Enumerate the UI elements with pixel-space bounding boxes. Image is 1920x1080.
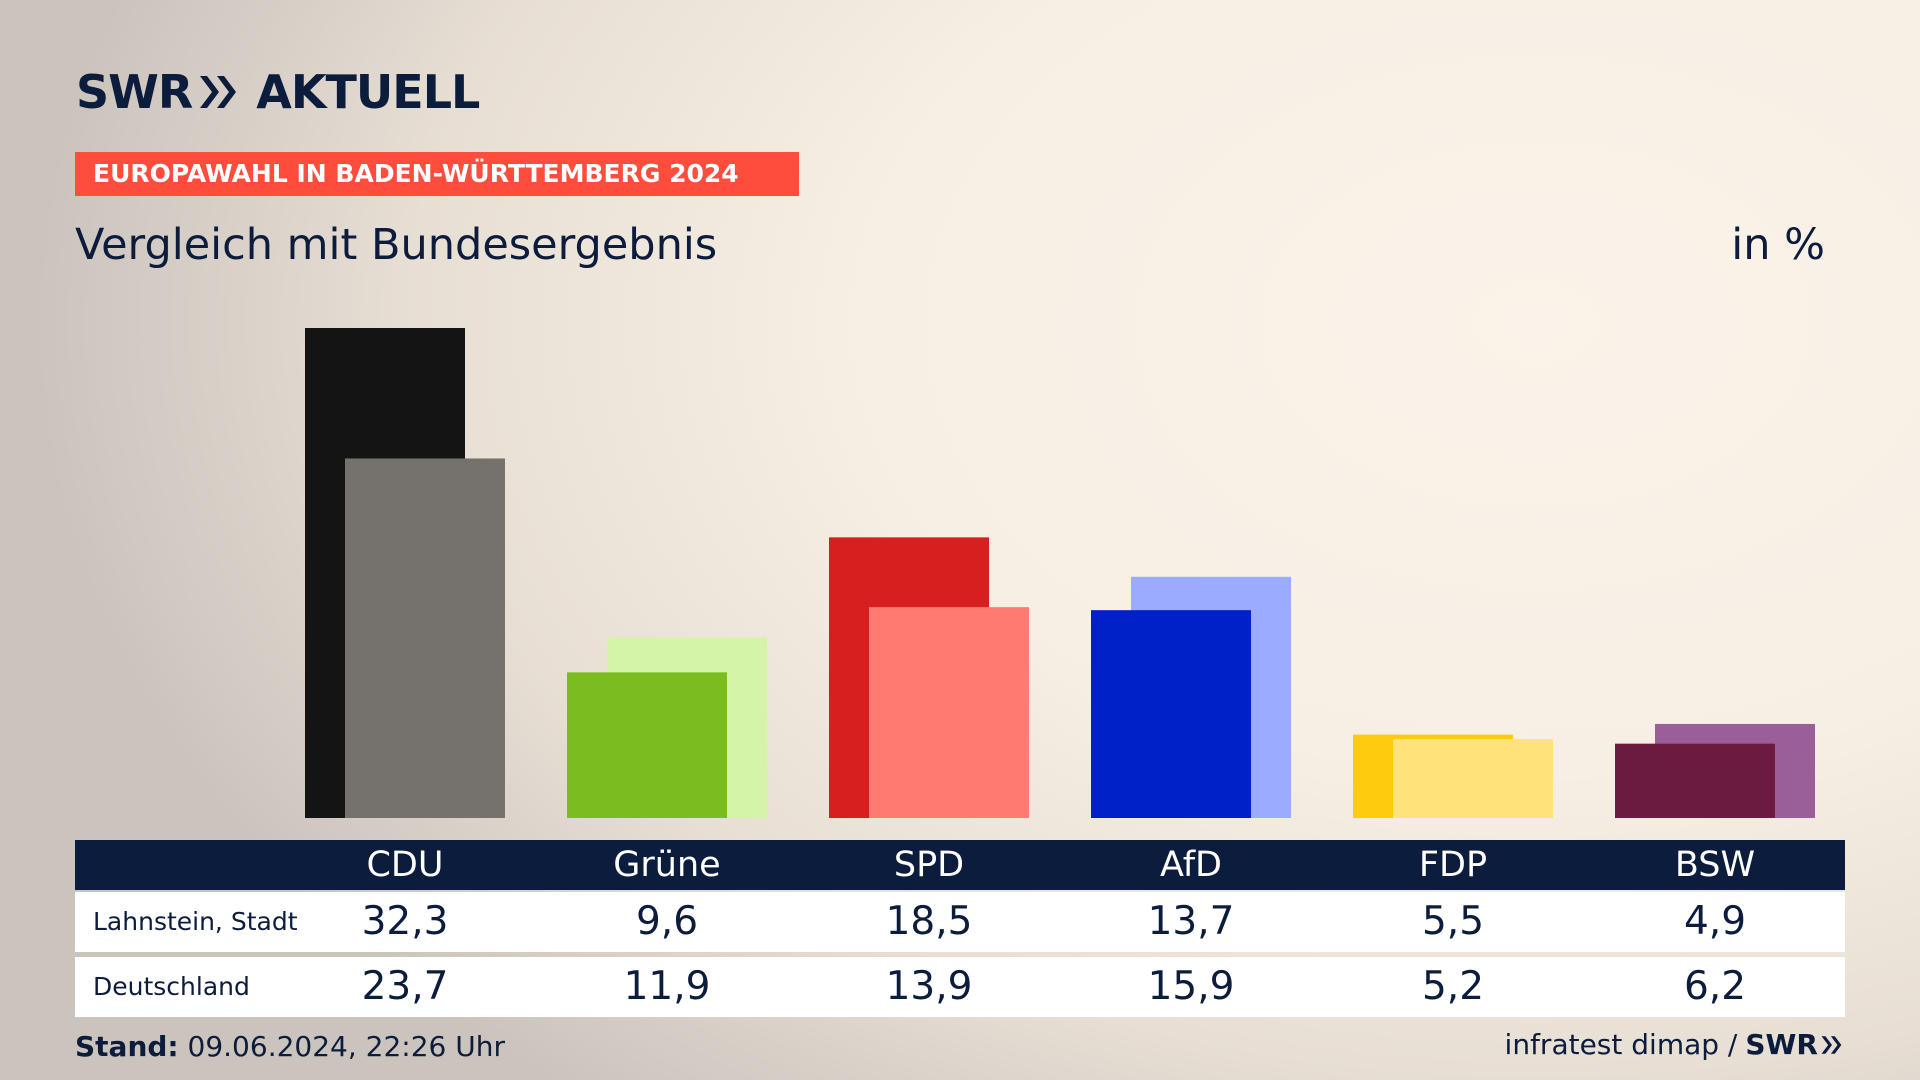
value-fdp: 5,5 xyxy=(1421,899,1485,944)
party-label-fdp: FDP xyxy=(1418,845,1488,885)
bar-lahnstein-grüne xyxy=(567,672,727,818)
logo-suffix: AKTUELL xyxy=(256,65,480,119)
value-bsw: 6,2 xyxy=(1683,964,1747,1009)
value-spd: 18,5 xyxy=(885,899,973,944)
kicker-banner: EUROPAWAHL IN BADEN-WÜRTTEMBERG 2024 xyxy=(75,152,799,196)
value-afd: 13,7 xyxy=(1147,899,1235,944)
table-row: Lahnstein, Stadt 32,3 9,6 18,5 13,7 5,5 4,9 xyxy=(75,892,1845,952)
bar-lahnstein-bsw xyxy=(1615,743,1775,818)
source-text: infratest dimap / xyxy=(1504,1028,1738,1061)
logo-text: SWR xyxy=(76,65,193,119)
party-label-bsw: BSW xyxy=(1674,845,1756,885)
value-cdu: 23,7 xyxy=(361,964,449,1009)
party-label-afd: AfD xyxy=(1160,845,1222,885)
swr-aktuell-logo: SWR AKTUELL xyxy=(76,64,480,120)
table-row: Deutschland 23,7 11,9 13,9 15,9 5,2 6,2 xyxy=(75,957,1845,1017)
double-chevron-icon xyxy=(200,76,237,108)
bar-deutschland-fdp xyxy=(1393,739,1553,818)
value-afd: 15,9 xyxy=(1147,964,1235,1009)
party-label-spd: SPD xyxy=(893,845,965,885)
value-cdu: 32,3 xyxy=(361,899,449,944)
value-fdp: 5,2 xyxy=(1421,964,1485,1009)
unit-label: in % xyxy=(1731,220,1825,270)
source-brand: SWR xyxy=(1745,1028,1844,1061)
party-label-grüne: Grüne xyxy=(613,845,721,885)
value-spd: 13,9 xyxy=(885,964,973,1009)
timestamp: Stand: 09.06.2024, 22:26 Uhr xyxy=(75,1030,505,1063)
bar-deutschland-cdu xyxy=(345,458,505,818)
party-label-cdu: CDU xyxy=(366,845,444,885)
stand-label: Stand: xyxy=(75,1030,179,1063)
value-grüne: 11,9 xyxy=(623,964,711,1009)
value-grüne: 9,6 xyxy=(635,899,699,944)
party-header-row: CDU Grüne SPD AfD FDP BSW xyxy=(75,840,1845,890)
bar-chart xyxy=(305,328,1815,818)
row-label: Lahnstein, Stadt xyxy=(93,907,298,936)
value-bsw: 4,9 xyxy=(1683,899,1747,944)
row-label: Deutschland xyxy=(93,972,250,1001)
bar-lahnstein-afd xyxy=(1091,610,1251,818)
chart-subtitle: Vergleich mit Bundesergebnis xyxy=(75,220,718,270)
bar-deutschland-spd xyxy=(869,607,1029,818)
stand-value: 09.06.2024, 22:26 Uhr xyxy=(187,1030,505,1063)
source-credit: infratest dimap / SWR xyxy=(1505,1028,1844,1061)
double-chevron-icon xyxy=(1821,1035,1842,1054)
source-brand-text: SWR xyxy=(1745,1028,1818,1061)
